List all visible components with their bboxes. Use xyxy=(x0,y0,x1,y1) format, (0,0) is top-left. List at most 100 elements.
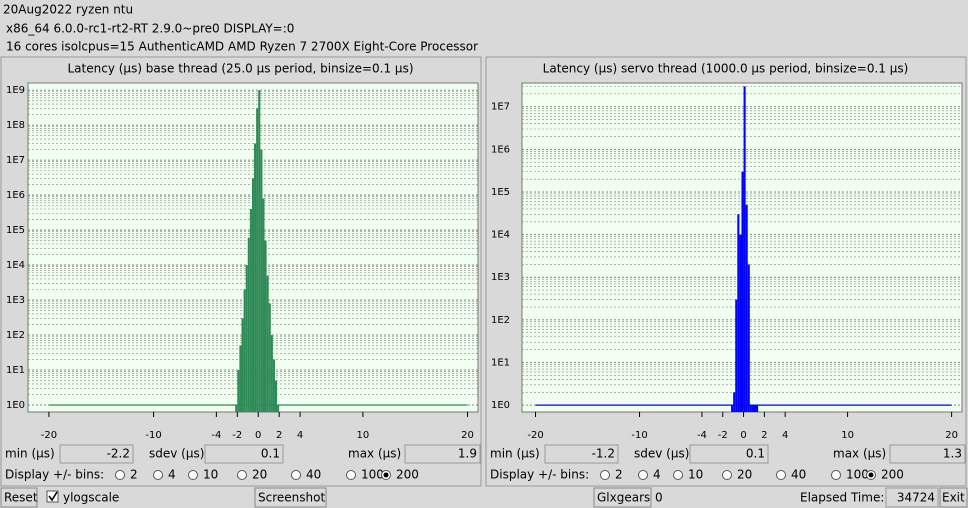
histogram-bar xyxy=(243,289,246,412)
radio-button[interactable] xyxy=(600,470,610,480)
x-tick-label: -4 xyxy=(697,430,707,441)
exit-button[interactable] xyxy=(939,487,968,508)
radio-button[interactable] xyxy=(776,470,786,480)
radio-button[interactable] xyxy=(638,470,648,480)
histogram-bar xyxy=(739,234,742,412)
stat-label: sdev (µs) xyxy=(634,447,689,461)
radio-label: 10 xyxy=(688,468,703,482)
histogram-bar xyxy=(254,143,257,412)
histogram-bar xyxy=(274,380,278,412)
histogram-bar xyxy=(733,392,736,412)
glxgears-count: 0 xyxy=(655,491,663,505)
x-tick-label: 0 xyxy=(740,430,746,441)
radio-label: 10 xyxy=(203,468,218,482)
radio-label: 200 xyxy=(881,468,904,482)
y-tick-label: 1E3 xyxy=(6,295,25,306)
histogram-bar xyxy=(251,178,255,412)
stat-value: -2.2 xyxy=(107,447,130,461)
x-tick-label: 4 xyxy=(782,430,788,441)
histogram-bar xyxy=(270,335,273,412)
histogram-bar xyxy=(737,214,740,412)
glxgears-button[interactable] xyxy=(593,487,652,508)
stat-value: 0.1 xyxy=(261,447,280,461)
x-tick-label: -20 xyxy=(41,430,57,441)
x-tick-label: 10 xyxy=(841,430,854,441)
radio-label: 4 xyxy=(168,468,176,482)
y-tick-label: 1E3 xyxy=(491,272,510,283)
radio-label: 4 xyxy=(653,468,661,482)
bins-label: Display +/- bins: xyxy=(5,468,104,482)
x-tick-label: 10 xyxy=(357,430,370,441)
radio-button[interactable] xyxy=(153,470,163,480)
histogram-bar xyxy=(277,404,280,412)
histogram-bar xyxy=(262,198,265,412)
x-tick-label: 4 xyxy=(297,430,303,441)
radio-label: 2 xyxy=(130,468,138,482)
radio-button[interactable] xyxy=(291,470,301,480)
header-line: 16 cores isolcpus=15 AuthenticAMD AMD Ry… xyxy=(6,40,478,54)
histogram-bar xyxy=(272,359,275,412)
histogram-bar xyxy=(239,345,242,412)
screenshot-button[interactable] xyxy=(254,487,327,508)
histogram-bar xyxy=(749,405,752,412)
y-tick-label: 1E5 xyxy=(491,187,510,198)
check-mark xyxy=(48,491,58,502)
chart-title: Latency (µs) base thread (25.0 µs period… xyxy=(68,62,414,76)
y-tick-label: 1E1 xyxy=(6,365,25,376)
radio-label: 40 xyxy=(791,468,806,482)
histogram-bar xyxy=(266,275,269,412)
histogram-bar xyxy=(235,404,238,412)
radio-button[interactable] xyxy=(237,470,247,480)
histogram-bar xyxy=(256,108,259,413)
ylogscale-checkbox[interactable] xyxy=(46,490,59,503)
histogram-bar xyxy=(741,171,744,412)
histogram-bar xyxy=(268,303,271,412)
radio-button[interactable] xyxy=(188,470,198,480)
radio-label: 200 xyxy=(396,468,419,482)
radio-dot xyxy=(383,472,389,478)
histogram-bar xyxy=(241,318,244,412)
histogram-bar xyxy=(756,405,759,412)
radio-button[interactable] xyxy=(346,470,356,480)
radio-label: 2 xyxy=(615,468,623,482)
histogram-bar xyxy=(743,86,746,412)
glxgears-label: Glxgears xyxy=(597,491,650,505)
stat-value: -1.2 xyxy=(592,447,615,461)
header-line: x86_64 6.0.0-rc1-rt2-RT 2.9.0~pre0 DISPL… xyxy=(6,22,294,36)
histogram-bar xyxy=(747,264,750,412)
radio-button[interactable] xyxy=(673,470,683,480)
radio-button[interactable] xyxy=(115,470,125,480)
y-tick-label: 1E0 xyxy=(6,400,25,411)
exit-label: Exit xyxy=(942,491,965,505)
histogram-bar xyxy=(731,405,734,412)
y-tick-label: 1E6 xyxy=(6,190,25,201)
histogram-bar xyxy=(237,369,240,412)
screenshot-label: Screenshot xyxy=(258,491,325,505)
ylogscale-label: ylogscale xyxy=(63,491,119,505)
radio-button[interactable] xyxy=(722,470,732,480)
y-tick-label: 1E1 xyxy=(491,357,510,368)
chart-title: Latency (µs) servo thread (1000.0 µs per… xyxy=(543,62,909,76)
y-tick-label: 1E9 xyxy=(6,85,25,96)
stat-box xyxy=(404,444,481,464)
stat-box xyxy=(59,444,134,464)
radio-label: 20 xyxy=(252,468,267,482)
x-tick-label: 2 xyxy=(761,430,767,441)
y-tick-label: 1E7 xyxy=(6,155,25,166)
reset-button[interactable] xyxy=(0,487,38,508)
y-tick-label: 1E8 xyxy=(6,120,25,131)
x-tick-label: -10 xyxy=(145,430,161,441)
elapsed-value: 34724 xyxy=(897,491,935,505)
x-tick-label: 0 xyxy=(255,430,261,441)
y-tick-label: 1E2 xyxy=(6,330,25,341)
bins-label: Display +/- bins: xyxy=(490,468,589,482)
stat-value: 1.9 xyxy=(458,447,477,461)
histogram-bar xyxy=(751,405,754,412)
histogram-bar xyxy=(264,240,267,412)
y-tick-label: 1E7 xyxy=(491,102,510,113)
radio-label: 100 xyxy=(846,468,869,482)
histogram-bar xyxy=(247,237,250,412)
x-tick-label: 20 xyxy=(945,430,958,441)
radio-button[interactable] xyxy=(831,470,841,480)
